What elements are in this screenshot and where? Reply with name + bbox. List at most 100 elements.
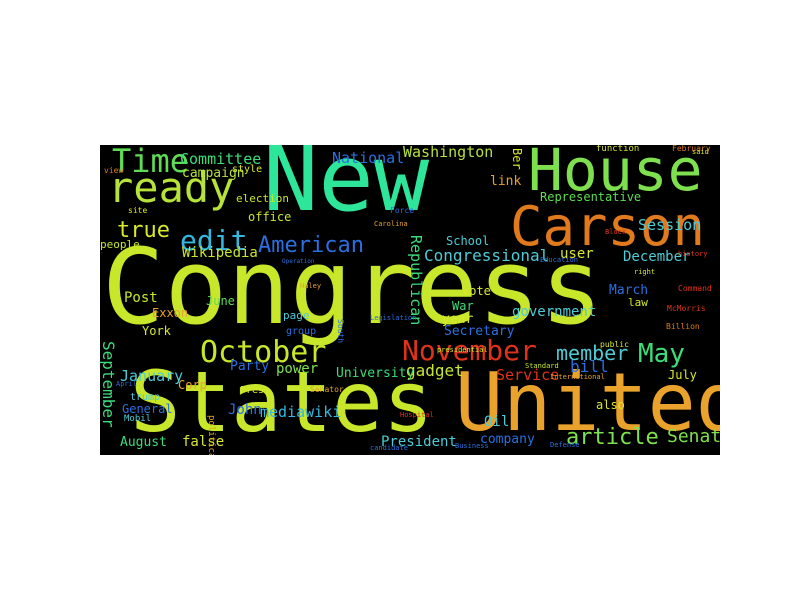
word-committee: Committee <box>180 150 262 168</box>
word-post: Post <box>124 290 158 306</box>
word-january: January <box>120 367 184 385</box>
word-political: political <box>206 415 216 455</box>
word-people: people <box>100 238 140 251</box>
word-december: December <box>623 249 691 265</box>
word-representative: Representative <box>540 190 642 204</box>
word-trump: trump <box>130 392 161 403</box>
word-candidate: candidate <box>370 444 408 452</box>
word-states: States <box>130 353 434 451</box>
word-october: October <box>200 335 327 370</box>
word-hospital: Hospital <box>400 411 434 419</box>
word-oil: Oil <box>484 414 510 430</box>
word-american: American <box>258 233 364 258</box>
word-new: New <box>263 145 430 232</box>
word-service: Service <box>496 366 560 384</box>
word-august: August <box>120 435 167 450</box>
word-president: President <box>381 434 457 450</box>
word-session: Session <box>638 216 702 234</box>
word-mcmorris: McMorris <box>667 304 706 313</box>
word-standard: Standard <box>525 362 559 370</box>
word-public: public <box>600 340 629 349</box>
word-legislation: Legislation <box>370 314 417 322</box>
word-may: May <box>638 339 685 369</box>
word-edit: edit <box>180 224 248 257</box>
word-york: York <box>142 324 171 338</box>
word-cloud: Congress New States United House Carson ready O… <box>100 145 720 455</box>
word-school: School <box>446 234 490 248</box>
word-party: Party <box>230 359 270 374</box>
word-right: right <box>634 268 656 276</box>
word-john: John <box>228 402 262 418</box>
word-campaign: campaign <box>182 166 245 181</box>
word-university: University <box>336 366 415 381</box>
word-block: Block <box>605 228 627 236</box>
word-june: June <box>206 294 235 308</box>
word-article: article <box>566 425 659 450</box>
word-billion: Billion <box>666 322 700 331</box>
word-gadget: gadget <box>406 361 464 380</box>
word-company: company <box>480 432 535 447</box>
word-press: Press <box>240 385 271 396</box>
word-september: September <box>100 341 118 428</box>
word-power: power <box>276 361 319 377</box>
word-view: view <box>104 166 124 175</box>
word-march: March <box>609 283 649 298</box>
word-operation: Operation <box>282 258 315 265</box>
word-senator: Senator <box>310 385 344 394</box>
word-july: July <box>668 368 697 382</box>
word-congress: Congress <box>102 226 603 348</box>
word-government: government <box>512 304 597 320</box>
word-february: February <box>672 145 711 153</box>
word-exxon: Exxon <box>152 306 189 320</box>
word-haley: Haley <box>300 282 322 290</box>
word-april: April <box>116 380 138 388</box>
word-house: House <box>528 145 703 204</box>
word-group: group <box>286 326 317 337</box>
word-function: function <box>596 145 640 154</box>
word-carolina: Carolina <box>374 220 408 228</box>
word-page: page <box>283 309 310 322</box>
word-washington: Washington <box>403 145 494 161</box>
word-secretary: Secretary <box>444 324 515 339</box>
word-carson: Carson <box>510 195 706 258</box>
word-site: site <box>128 206 148 215</box>
word-style: style <box>232 164 263 175</box>
word-national: National <box>332 149 405 167</box>
word-education: Education <box>540 256 578 264</box>
word-command: Command <box>678 284 712 293</box>
word-said: said <box>692 148 709 156</box>
word-false: false <box>182 434 225 450</box>
word-vote: vote <box>462 284 491 298</box>
word-ber: Ber <box>510 148 524 170</box>
word-senate: Senate <box>667 426 720 447</box>
word-international: International <box>550 373 605 381</box>
word-election: election <box>236 192 289 205</box>
word-mobil: Mobil <box>124 414 152 424</box>
word-wikipedia: Wikipedia <box>182 245 258 261</box>
word-defense: Defense <box>550 441 580 449</box>
word-november: November <box>402 334 537 367</box>
word-general: General <box>122 402 173 416</box>
word-corp: Corp <box>178 378 207 392</box>
word-congressional: Congressional <box>424 246 550 265</box>
word-office: office <box>248 210 292 224</box>
word-united: United <box>455 356 720 449</box>
word-true: true <box>117 218 170 243</box>
word-user: user <box>560 246 594 262</box>
word-force: Force <box>390 206 415 215</box>
word-mediawiki: mediawiki <box>260 403 342 421</box>
word-history: history <box>678 250 708 258</box>
word-republican: Republican <box>407 235 425 326</box>
word-ready: ready <box>108 163 235 212</box>
word-law: law <box>628 296 648 309</box>
word-presidential: presidential <box>437 346 488 354</box>
word-link: link <box>490 174 522 189</box>
word-also: also <box>596 398 625 412</box>
word-member: member <box>556 341 629 365</box>
word-war: War <box>452 299 474 313</box>
word-bill: bill <box>570 357 609 376</box>
word-time: Time <box>112 145 190 180</box>
word-year: year <box>442 312 474 327</box>
word-south: South <box>336 319 345 344</box>
word-business: Business <box>455 442 489 450</box>
